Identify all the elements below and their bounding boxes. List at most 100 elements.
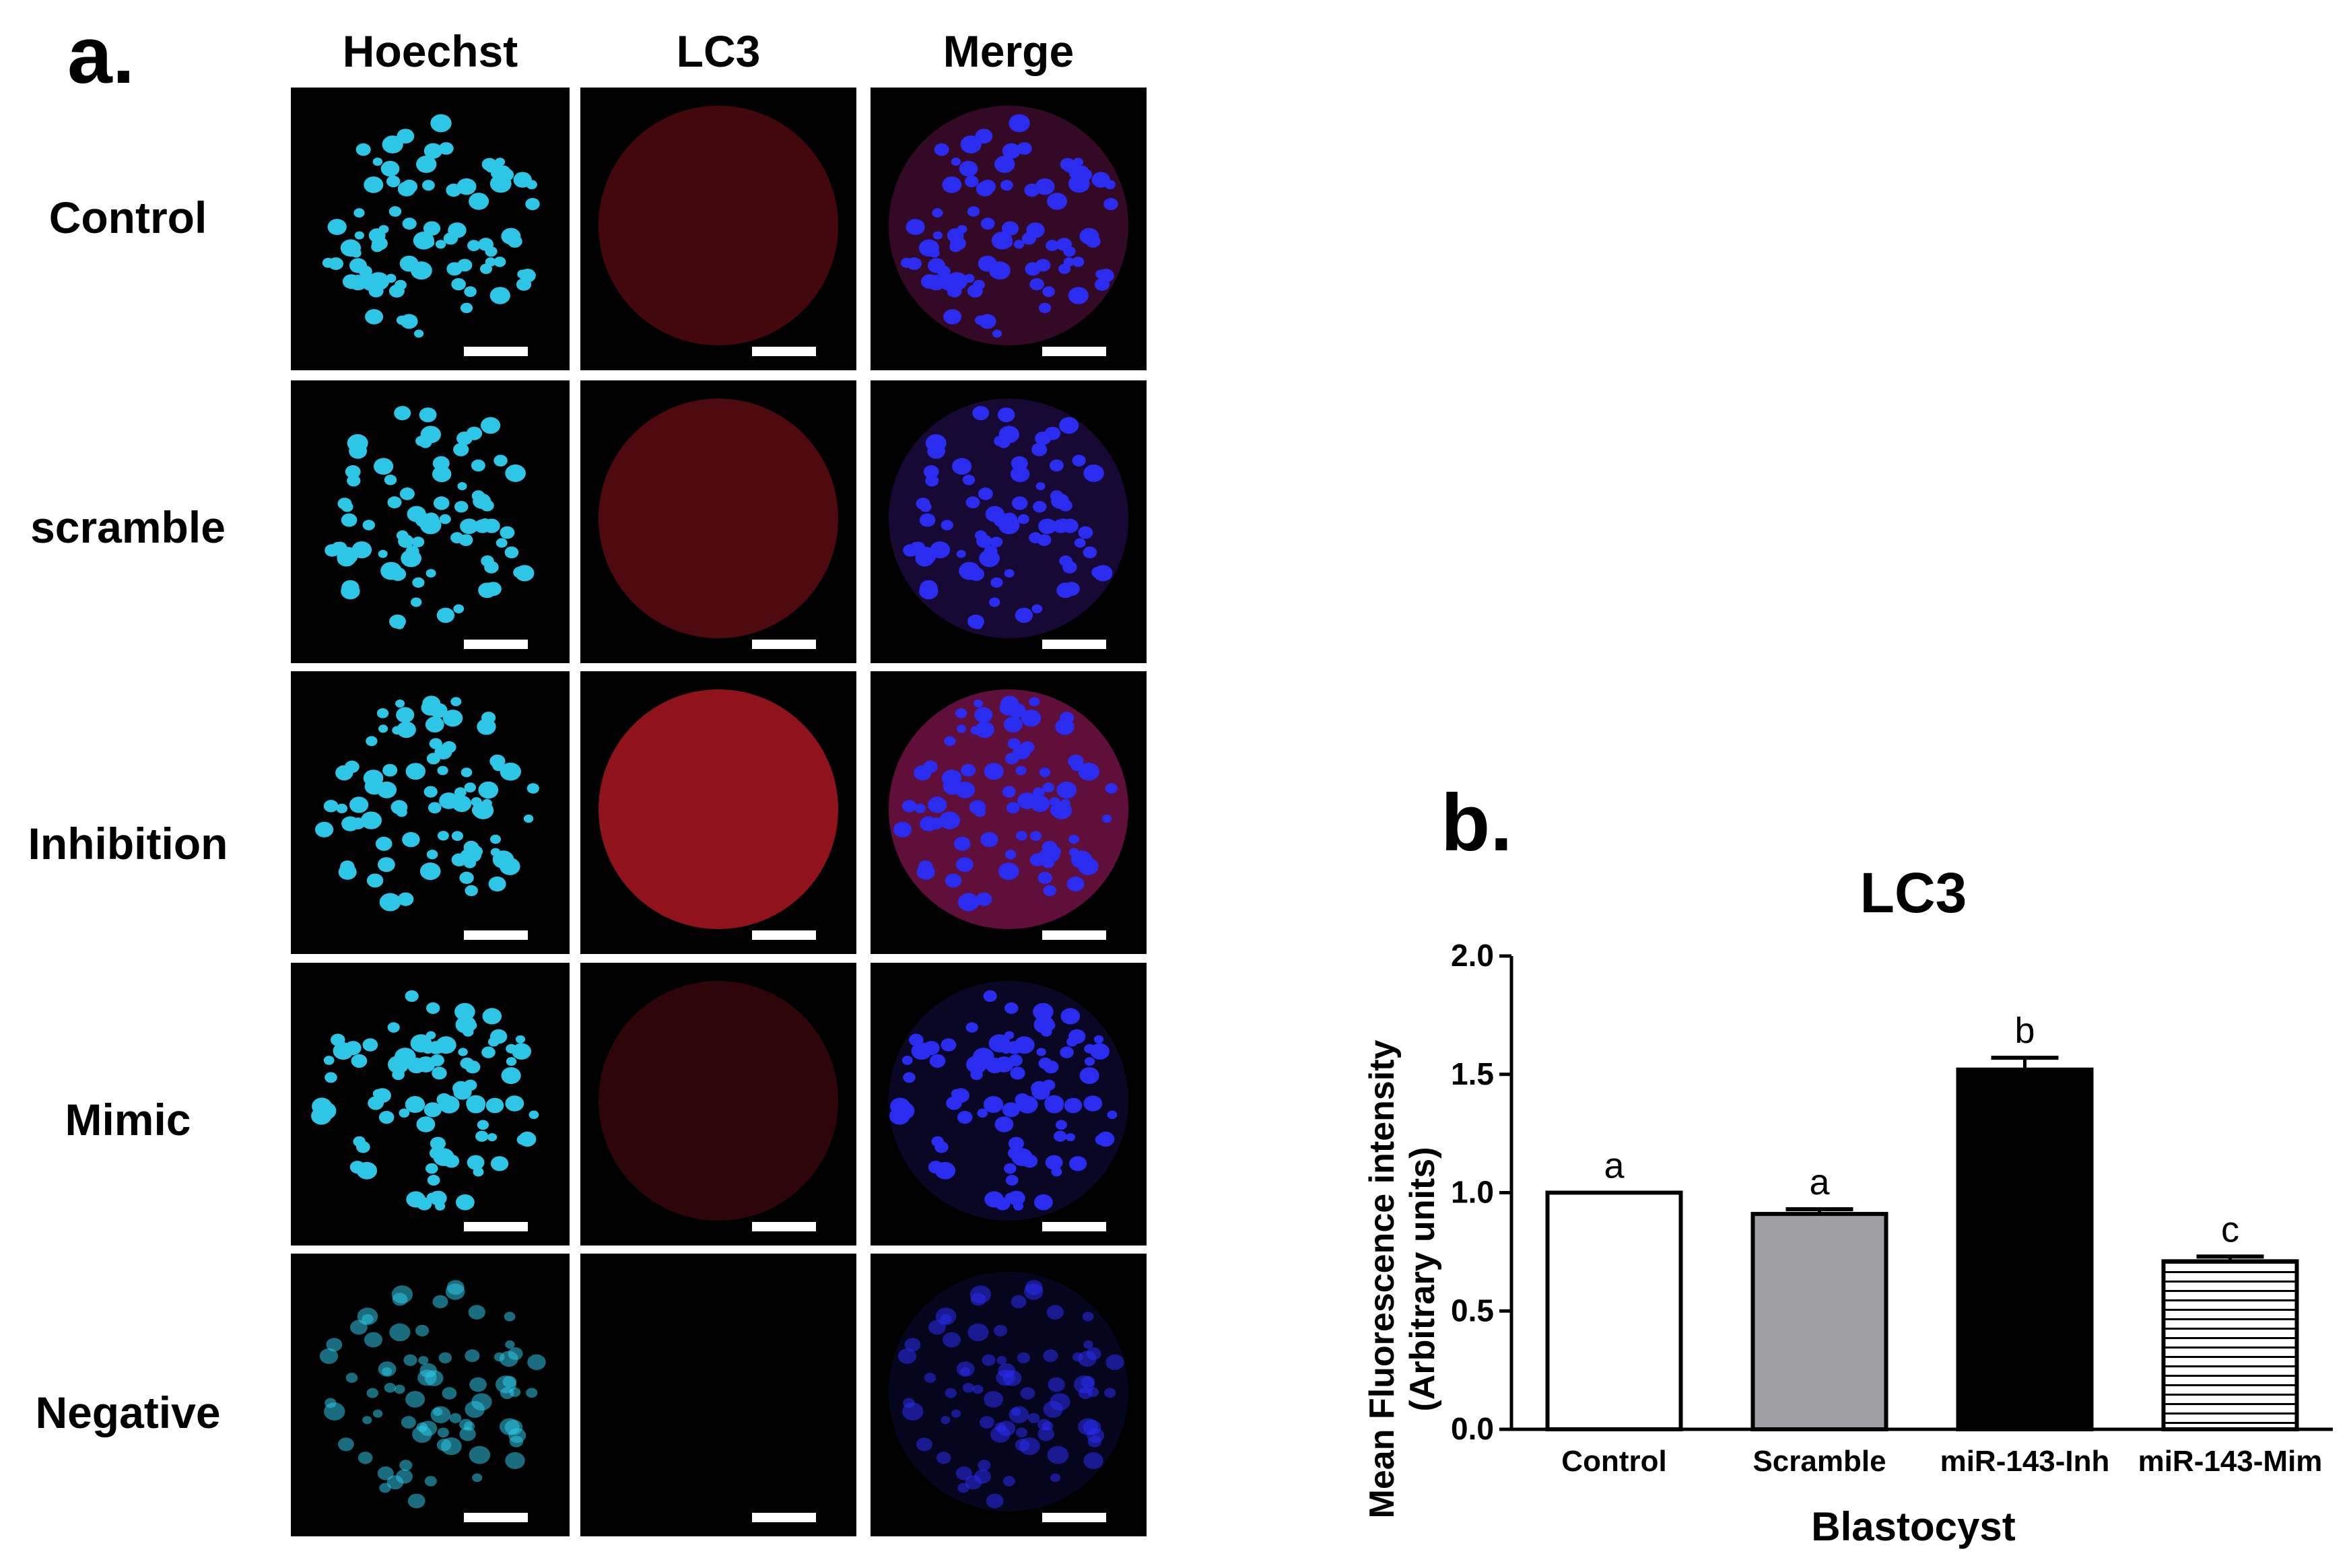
- nucleus: [406, 1191, 425, 1208]
- nucleus: [903, 1072, 916, 1083]
- nucleus: [519, 269, 536, 283]
- nucleus: [506, 1057, 517, 1066]
- nucleus: [414, 329, 424, 338]
- nucleus: [941, 1416, 951, 1425]
- nucleus: [419, 437, 432, 448]
- micrograph-3-2: [871, 963, 1147, 1246]
- nucleus: [1000, 180, 1013, 191]
- nucleus: [1009, 114, 1030, 133]
- nucleus: [985, 506, 1004, 522]
- nucleus: [396, 1469, 413, 1484]
- nucleus: [959, 561, 980, 580]
- nucleus: [924, 1373, 936, 1383]
- scale-bar: [464, 930, 528, 940]
- significance-letter: a: [1809, 1162, 1830, 1202]
- nucleus: [467, 1155, 485, 1170]
- nucleus: [344, 760, 360, 774]
- nucleus: [940, 1314, 952, 1324]
- nucleus: [934, 143, 949, 156]
- scale-bar: [752, 930, 816, 940]
- nucleus: [355, 143, 371, 156]
- nucleus: [1007, 1190, 1025, 1206]
- nucleus: [990, 537, 1003, 547]
- nucleus: [1004, 1163, 1017, 1174]
- nucleus: [432, 466, 452, 483]
- nucleus: [377, 1466, 394, 1480]
- nucleus: [362, 1314, 374, 1324]
- row-label-0: Control: [48, 193, 207, 242]
- nucleus: [314, 1101, 337, 1120]
- x-tick-label: miR-143-Mim: [2138, 1445, 2323, 1478]
- nucleus: [1001, 221, 1019, 236]
- nucleus: [955, 1466, 972, 1480]
- nucleus: [423, 786, 438, 798]
- nucleus: [918, 860, 933, 873]
- nucleus: [946, 272, 968, 291]
- nucleus: [1014, 1036, 1035, 1054]
- nucleus: [457, 482, 467, 491]
- nucleus: [432, 1407, 443, 1417]
- nucleus: [412, 577, 425, 588]
- nucleus: [943, 1332, 961, 1348]
- nucleus: [1015, 607, 1033, 623]
- chart-bars: a Control a Scramble b miR-143-Inh c miR-143-Mi…: [1545, 1011, 2323, 1478]
- nucleus: [1060, 1046, 1074, 1058]
- nucleus: [977, 1108, 988, 1118]
- nucleus: [505, 1095, 524, 1112]
- bar-mir-143-mim: [2161, 1259, 2299, 1432]
- nucleus: [395, 700, 405, 708]
- nucleus: [1044, 1095, 1064, 1112]
- nucleus: [527, 1354, 546, 1370]
- nucleus: [366, 873, 384, 888]
- nucleus: [952, 458, 972, 475]
- nucleus: [1064, 1097, 1083, 1114]
- micrograph-image-4-0: [319, 1280, 546, 1522]
- nucleus: [998, 862, 1019, 881]
- nucleus: [451, 831, 463, 841]
- nucleus: [489, 174, 512, 193]
- bar-scramble: [1750, 1212, 1888, 1431]
- nucleus: [1062, 561, 1077, 574]
- nucleus: [1072, 1352, 1083, 1362]
- nucleus: [990, 577, 1003, 588]
- nucleus: [460, 302, 473, 314]
- nucleus: [423, 1102, 442, 1118]
- nucleus: [1084, 1044, 1095, 1054]
- nucleus: [955, 781, 976, 798]
- nucleus: [1029, 697, 1040, 706]
- bar-control: [1545, 1190, 1683, 1431]
- nucleus: [992, 329, 1002, 338]
- nucleus: [994, 1324, 1008, 1336]
- nucleus: [430, 703, 448, 718]
- nucleus: [973, 1048, 994, 1066]
- nucleus: [368, 272, 390, 291]
- nucleus: [1043, 1060, 1059, 1074]
- nucleus: [1008, 1136, 1024, 1151]
- nucleus: [515, 565, 535, 582]
- nucleus: [424, 1476, 437, 1487]
- nucleus: [392, 1293, 408, 1306]
- nucleus: [366, 736, 378, 747]
- nucleus: [1045, 1155, 1063, 1170]
- nucleus: [1093, 1035, 1104, 1044]
- nucleus: [337, 550, 356, 567]
- nucleus: [1024, 183, 1040, 197]
- nucleus: [380, 160, 400, 177]
- nucleus: [368, 228, 386, 243]
- nucleus: [489, 1029, 508, 1044]
- nucleus: [333, 541, 347, 553]
- nucleus: [506, 1044, 517, 1054]
- row-label-3: Mimic: [65, 1095, 191, 1145]
- y-tick-label: 0.5: [1451, 1293, 1494, 1328]
- nucleus: [923, 1041, 940, 1056]
- nucleus: [407, 506, 426, 522]
- nucleus: [446, 262, 463, 276]
- micrograph-image-2-0: [315, 695, 539, 940]
- nucleus: [405, 990, 419, 1002]
- nucleus: [502, 1375, 517, 1388]
- nucleus: [469, 193, 489, 210]
- nucleus: [319, 1348, 339, 1364]
- nucleus: [481, 1046, 496, 1058]
- nucleus: [445, 1283, 465, 1300]
- blastocyst-disk: [599, 399, 838, 638]
